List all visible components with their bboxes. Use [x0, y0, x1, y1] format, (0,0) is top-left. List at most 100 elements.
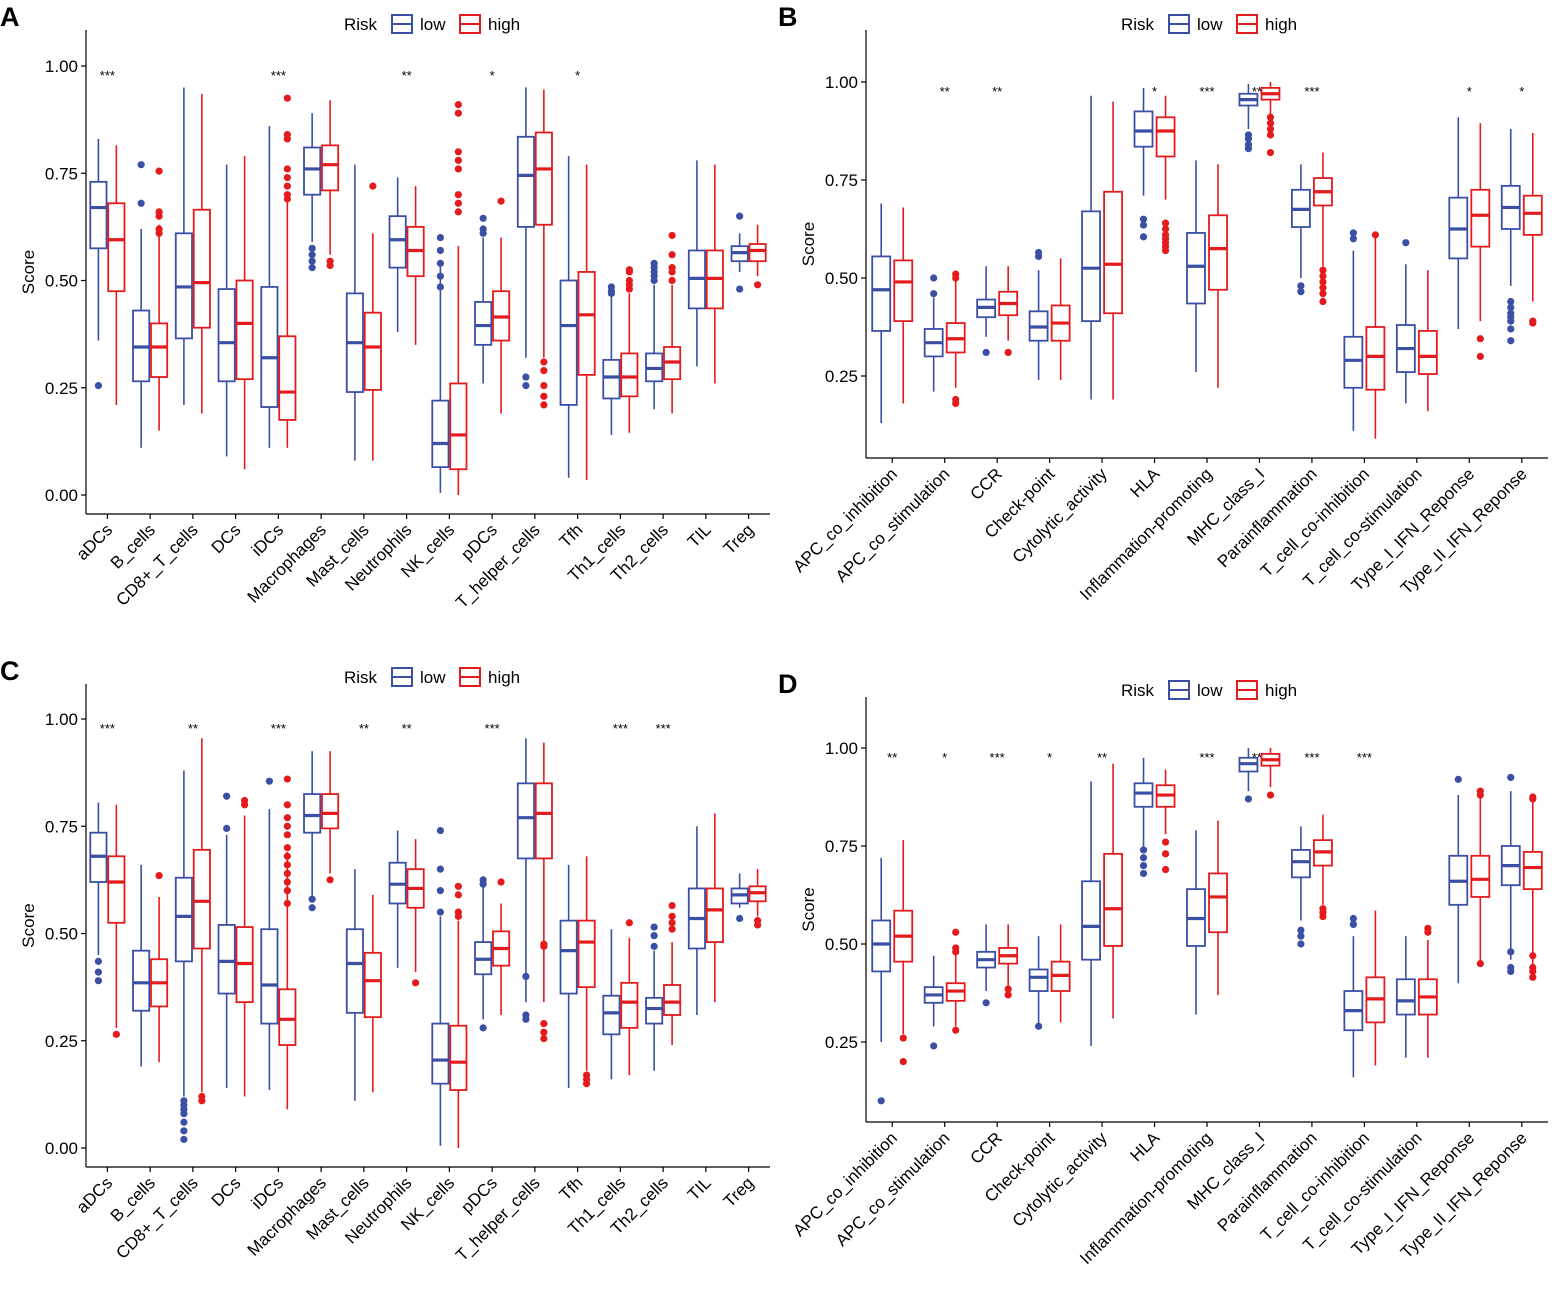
box-low: [871, 857, 892, 1105]
box-low: [1448, 775, 1469, 984]
box-high: [1155, 95, 1176, 255]
outlier-point: [1507, 337, 1515, 345]
outlier-point: [1034, 252, 1043, 261]
box-high: [1260, 748, 1281, 799]
outlier-point: [1004, 985, 1012, 993]
outlier-point: [736, 212, 744, 220]
outlier-point: [1034, 1022, 1043, 1030]
significance-label: *: [1519, 84, 1524, 99]
outlier-point: [1507, 317, 1515, 325]
box-high: [150, 167, 169, 431]
panel-A: A Risk low high0.000.250.500.751.00ScoreaDC…: [0, 2, 770, 612]
box-low: [303, 113, 322, 272]
box-iqr: [363, 311, 382, 391]
box-iqr: [1208, 872, 1228, 934]
box-low: [474, 214, 493, 384]
box-iqr: [1395, 978, 1416, 1016]
outlier-point: [155, 229, 163, 237]
y-tick-label: 0.25: [825, 1033, 858, 1052]
legend-label-low: low: [1197, 15, 1223, 34]
outlier-point: [479, 229, 487, 237]
outlier-point: [736, 914, 744, 923]
outlier-point: [522, 382, 530, 390]
x-tick-label: HLA: [1127, 1128, 1164, 1165]
legend: Risk low high: [344, 14, 520, 34]
box-high: [449, 882, 468, 1148]
box-low: [1238, 748, 1259, 803]
box-iqr: [1291, 849, 1311, 879]
box-high: [893, 207, 914, 404]
outlier-point: [540, 1035, 548, 1043]
box-iqr: [107, 855, 126, 924]
outlier-point: [283, 869, 291, 878]
box-low: [174, 87, 193, 405]
y-axis-label: Score: [19, 903, 38, 947]
box-iqr: [174, 876, 193, 963]
box-high: [620, 266, 639, 433]
outlier-point: [436, 259, 444, 267]
significance-label: ***: [271, 721, 286, 736]
box-high: [1470, 123, 1491, 360]
legend: Risk low high: [1121, 680, 1297, 700]
outlier-point: [223, 824, 231, 832]
box-high: [150, 871, 169, 1063]
outlier-point: [1476, 960, 1484, 968]
x-tick-label: CCR: [966, 1128, 1005, 1167]
box-iqr: [132, 949, 151, 1012]
box-high: [945, 928, 966, 1034]
box-high: [1103, 763, 1123, 1019]
box-low: [174, 770, 193, 1144]
box-iqr: [150, 322, 169, 378]
y-tick-label: 0.25: [825, 367, 858, 386]
box-iqr: [1365, 326, 1386, 391]
outlier-point: [1161, 865, 1170, 874]
outlier-point: [283, 195, 291, 203]
significance-label: *: [942, 750, 947, 765]
box-low: [132, 864, 151, 1067]
outlier-point: [454, 191, 462, 199]
outlier-point: [1266, 131, 1275, 139]
box-high: [406, 839, 425, 987]
box-low: [345, 164, 364, 461]
outlier-point: [283, 801, 291, 809]
box-iqr: [388, 215, 407, 269]
outlier-point: [668, 251, 676, 259]
significance-label: **: [940, 84, 950, 99]
outlier-point: [668, 268, 676, 276]
outlier-point: [454, 109, 462, 117]
significance-label: ***: [1199, 84, 1214, 99]
outlier-point: [1507, 773, 1515, 782]
box-low: [217, 164, 236, 457]
outlier-point: [308, 895, 316, 903]
outlier-point: [1244, 795, 1253, 803]
outlier-point: [308, 264, 316, 272]
box-low: [516, 87, 535, 390]
y-tick-label: 0.00: [45, 1139, 78, 1158]
outlier-point: [668, 231, 676, 240]
outlier-point: [436, 908, 444, 916]
significance-label: ***: [485, 721, 500, 736]
box-iqr: [1470, 188, 1491, 248]
outlier-point: [1161, 225, 1170, 233]
y-tick-label: 0.25: [45, 379, 78, 398]
x-tick-label: Treg: [720, 1173, 758, 1211]
outlier-point: [1507, 297, 1515, 306]
box-low: [260, 777, 279, 1091]
box-high: [1208, 164, 1228, 388]
outlier-point: [930, 290, 938, 298]
outlier-point: [1161, 850, 1170, 858]
box-low: [1028, 936, 1049, 1030]
outlier-point: [982, 348, 990, 357]
outlier-point: [668, 919, 676, 927]
significance-label: *: [490, 68, 495, 83]
box-high: [1208, 820, 1228, 995]
outlier-point: [283, 814, 291, 822]
outlier-point: [540, 942, 548, 950]
box-iqr: [1028, 968, 1049, 992]
box-high: [998, 266, 1019, 357]
outlier-point: [1319, 297, 1327, 306]
outlier-point: [198, 1097, 206, 1105]
outlier-point: [454, 156, 462, 164]
box-low: [1186, 160, 1206, 373]
outlier-point: [1507, 303, 1515, 311]
